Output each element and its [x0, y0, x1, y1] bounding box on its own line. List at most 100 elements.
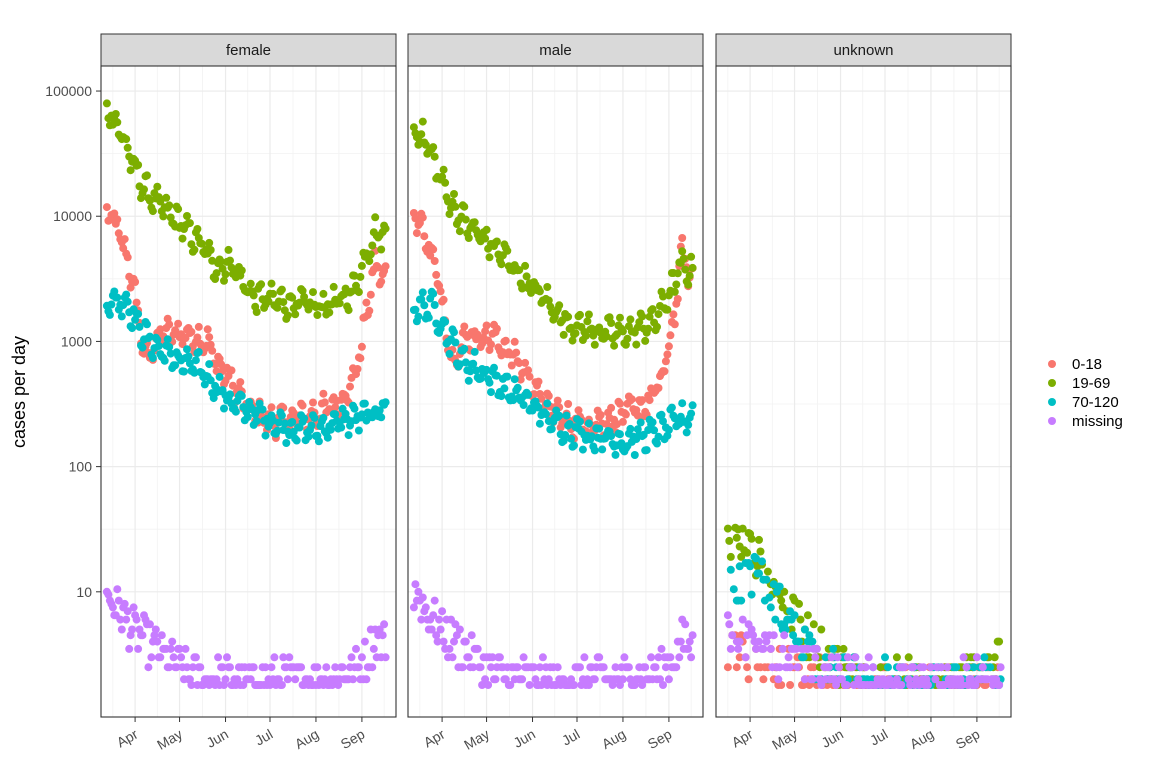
data-point-19-69	[153, 182, 162, 191]
data-point-70-120	[513, 383, 522, 392]
data-point-0-18	[544, 392, 553, 400]
data-point-missing	[926, 663, 935, 672]
data-point-missing	[122, 615, 131, 624]
data-point-19-69	[544, 296, 553, 305]
data-point-70-120	[500, 384, 509, 393]
data-point-70-120	[636, 418, 645, 427]
data-point-missing	[169, 653, 178, 662]
data-point-19-69	[350, 271, 359, 280]
data-point-70-120	[273, 426, 282, 435]
data-point-19-69	[417, 130, 426, 139]
data-point-19-69	[319, 289, 328, 298]
data-point-0-18	[501, 336, 510, 345]
data-point-missing	[223, 653, 231, 662]
facet-strip	[100, 33, 397, 67]
data-point-19-69	[273, 303, 282, 312]
data-point-missing	[808, 675, 817, 684]
data-point-missing	[214, 653, 223, 662]
data-point-missing	[538, 653, 547, 662]
data-point-70-120	[765, 593, 774, 602]
y-axis-title: cases per day	[9, 336, 29, 448]
data-point-70-120	[584, 419, 593, 428]
x-tick-label: Jun	[203, 726, 231, 751]
x-tick-label: Sep	[645, 726, 675, 752]
legend-label: 0-18	[1072, 356, 1102, 373]
data-point-19-69	[756, 547, 765, 556]
data-point-missing	[759, 644, 768, 653]
data-point-missing	[687, 653, 696, 662]
data-point-70-120	[185, 359, 194, 368]
data-point-19-69	[618, 327, 627, 336]
data-point-19-69	[995, 637, 1004, 646]
data-point-0-18	[381, 262, 390, 271]
data-point-70-120	[595, 424, 604, 433]
data-point-missing	[279, 653, 288, 662]
data-point-missing	[157, 631, 166, 640]
data-point-70-120	[687, 409, 696, 418]
data-point-19-69	[644, 324, 653, 333]
data-point-0-18	[478, 339, 487, 348]
data-point-19-69	[571, 329, 580, 338]
data-point-19-69	[481, 234, 490, 243]
data-point-missing	[187, 681, 196, 689]
data-point-0-18	[723, 663, 732, 672]
data-point-missing	[684, 644, 693, 653]
data-point-missing	[487, 663, 495, 672]
data-point-missing	[357, 653, 366, 662]
data-point-70-120	[771, 615, 780, 624]
data-point-0-18	[553, 396, 562, 405]
panel-border	[100, 65, 397, 718]
x-tick-label: Aug	[292, 726, 322, 752]
data-point-19-69	[185, 219, 194, 228]
data-point-19-69	[515, 266, 524, 275]
data-point-missing	[430, 596, 439, 605]
data-point-missing	[659, 681, 667, 689]
data-point-missing	[156, 653, 165, 662]
data-point-19-69	[743, 548, 752, 557]
data-point-0-18	[515, 359, 524, 368]
data-points	[102, 99, 390, 689]
data-point-70-120	[654, 432, 663, 441]
data-point-70-120	[163, 335, 172, 344]
data-point-70-120	[795, 637, 803, 646]
data-point-19-69	[564, 312, 573, 321]
data-point-70-120	[381, 398, 390, 407]
data-point-missing	[817, 681, 826, 689]
data-point-missing	[803, 644, 812, 653]
data-point-missing	[766, 644, 775, 653]
facet-strip-label: male	[539, 42, 572, 59]
data-point-19-69	[237, 266, 246, 275]
data-point-19-69	[356, 272, 365, 281]
x-tick-label: Jul	[559, 726, 583, 749]
data-point-70-120	[746, 562, 755, 571]
data-point-19-69	[134, 161, 143, 169]
data-point-0-18	[357, 342, 366, 351]
data-point-missing	[349, 675, 357, 684]
data-point-missing	[347, 653, 356, 662]
data-point-70-120	[354, 426, 363, 435]
data-point-missing	[972, 653, 981, 662]
data-point-missing	[576, 663, 584, 672]
data-point-19-69	[780, 587, 789, 596]
x-tick-label: Jul	[867, 726, 891, 749]
data-point-19-69	[354, 288, 363, 297]
data-points	[409, 117, 697, 689]
data-point-missing	[897, 681, 906, 689]
data-point-70-120	[450, 328, 458, 337]
data-point-0-18	[732, 663, 741, 672]
data-point-19-69	[521, 261, 530, 270]
data-point-70-120	[648, 418, 657, 427]
data-point-missing	[144, 663, 153, 672]
x-tick-label: Jul	[252, 726, 276, 749]
data-point-19-69	[438, 172, 447, 181]
data-point-70-120	[220, 404, 228, 413]
data-point-19-69	[183, 212, 191, 220]
data-point-missing	[123, 607, 132, 616]
data-point-19-69	[329, 282, 338, 291]
data-point-0-18	[530, 390, 538, 399]
data-point-70-120	[122, 290, 131, 299]
x-tick-label: Aug	[907, 726, 937, 752]
data-point-19-69	[277, 285, 286, 294]
data-point-70-120	[243, 413, 252, 421]
data-point-missing	[270, 653, 279, 662]
